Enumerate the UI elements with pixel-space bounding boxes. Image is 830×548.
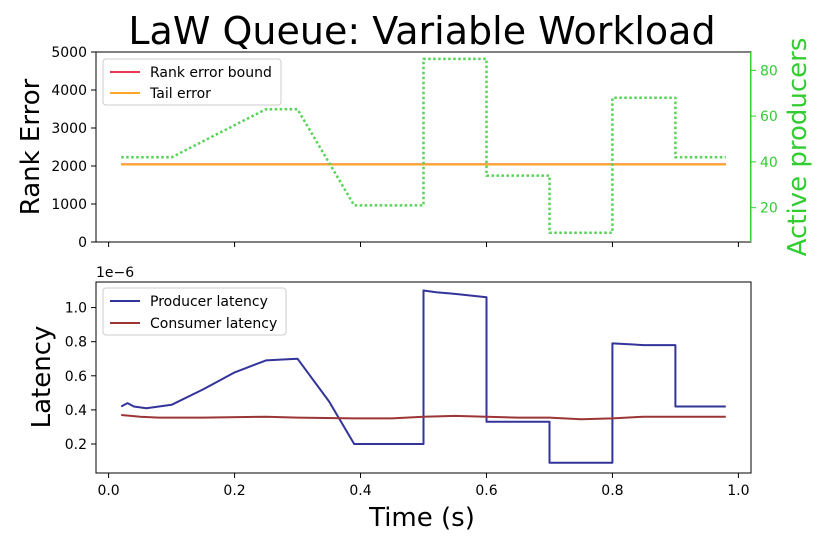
active-producers-y-ticks: 20 40 60 80 <box>751 63 778 217</box>
rank-error-series <box>121 57 726 235</box>
latency-series <box>120 289 726 464</box>
y-tick-label: 0 <box>78 235 87 251</box>
latency-panel: 1e−6 0.20.40.60.81.0 0.0 0.2 0.4 0.6 0.8 1.0 … <box>27 265 752 499</box>
chart-title: LaW Queue: Variable Workload <box>128 9 715 53</box>
y-tick-label: 1000 <box>51 197 87 213</box>
rank-error-panel: 0 1000 2000 3000 4000 5000 20 40 60 80 Rank Erro… <box>16 38 813 257</box>
active-producers-y-axis-label: Active producers <box>783 38 813 257</box>
rank-error-y-axis-label: Rank Error <box>16 78 46 215</box>
y2-tick-label: 60 <box>760 109 778 125</box>
x-axis-label: Time (s) <box>368 503 475 533</box>
y-tick-label: 2000 <box>51 159 87 175</box>
x-tick-label: 0.2 <box>223 483 245 499</box>
y2-tick-label: 40 <box>760 155 778 171</box>
y2-tick-label: 80 <box>760 63 778 79</box>
legend-label-rank-error-bound: Rank error bound <box>150 65 272 81</box>
y-tick-label: 0.6 <box>65 369 87 385</box>
y-tick-label: 3000 <box>51 121 87 137</box>
latency-offset-text: 1e−6 <box>96 265 134 281</box>
legend-label-consumer-latency: Consumer latency <box>150 316 277 332</box>
y-tick-label: 4000 <box>51 83 87 99</box>
rank-error-x-ticks <box>108 242 739 247</box>
latency-x-ticks: 0.0 0.2 0.4 0.6 0.8 1.0 <box>97 473 750 499</box>
latency-legend: Producer latency Consumer latency <box>102 287 287 336</box>
right-axis-spine <box>750 52 752 242</box>
x-tick-label: 0.0 <box>97 483 119 499</box>
series-line-1-0 <box>120 289 726 464</box>
legend-box <box>102 287 287 336</box>
x-tick-label: 1.0 <box>727 483 749 499</box>
legend-label-tail-error: Tail error <box>149 86 211 102</box>
series-line-1-1 <box>121 414 726 421</box>
rank-error-y-ticks: 0 1000 2000 3000 4000 5000 <box>51 45 96 251</box>
legend-box <box>102 58 282 106</box>
series-line-0-2 <box>121 57 726 235</box>
legend-label-producer-latency: Producer latency <box>150 294 268 310</box>
latency-y-axis-label: Latency <box>27 326 57 429</box>
y-tick-label: 0.2 <box>65 437 87 453</box>
latency-y-ticks: 0.2 0.4 0.6 0.8 1.0 <box>65 301 96 453</box>
rank-error-legend: Rank error bound Tail error <box>102 58 282 106</box>
y-tick-label: 0.8 <box>65 335 87 351</box>
x-tick-label: 0.8 <box>601 483 623 499</box>
y-tick-label: 1.0 <box>65 301 87 317</box>
y-tick-label: 0.4 <box>65 403 87 419</box>
x-tick-label: 0.6 <box>475 483 497 499</box>
y2-tick-label: 20 <box>760 201 778 217</box>
x-tick-label: 0.4 <box>349 483 371 499</box>
y-tick-label: 5000 <box>51 45 87 61</box>
